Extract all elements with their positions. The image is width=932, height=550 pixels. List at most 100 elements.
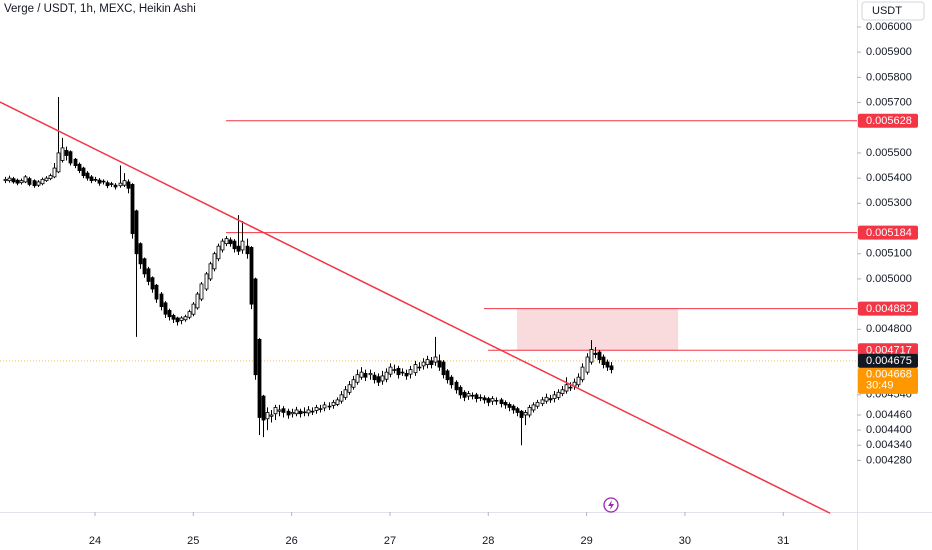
candle-body [220, 240, 225, 251]
unit-button-label[interactable]: USDT [872, 5, 902, 17]
candle-body [228, 239, 233, 245]
candle-body [351, 379, 356, 388]
candle-body [171, 315, 176, 320]
candle-body [27, 178, 32, 185]
y-tick-label: 0.005100 [866, 248, 912, 260]
last-price-label: 0.004675 [866, 355, 912, 367]
candle-body [466, 393, 471, 397]
candle-body [290, 412, 295, 415]
countdown-label: 30:49 [866, 380, 894, 392]
y-tick-label: 0.004400 [866, 424, 912, 436]
candle-body [261, 395, 266, 421]
candle-body [568, 386, 573, 389]
candle-body [388, 366, 393, 375]
candle-body [44, 177, 49, 182]
candle-body [548, 398, 553, 401]
candle-body [3, 179, 8, 182]
candle-body [515, 408, 520, 413]
level-label: 0.005184 [866, 227, 912, 239]
candle-body [335, 399, 340, 405]
candle-body [327, 405, 332, 408]
candle-body [281, 408, 286, 413]
candle-body [486, 398, 491, 403]
candle-body [183, 316, 188, 321]
candle-body [159, 293, 164, 308]
candle-body [507, 404, 512, 408]
x-tick-label: 28 [482, 535, 494, 547]
candle-body [318, 408, 323, 410]
candle-body [540, 399, 545, 405]
candle-body [425, 359, 430, 365]
candle-body [417, 366, 422, 369]
y-tick-label: 0.004280 [866, 454, 912, 466]
candle-body [154, 284, 159, 300]
candle-body [122, 180, 127, 186]
candle-body [449, 376, 454, 386]
candle-body [404, 373, 409, 377]
candle-body [142, 258, 147, 275]
candle-body [310, 410, 315, 413]
candle-body [126, 181, 131, 189]
candle-body [343, 389, 348, 398]
candle-body [499, 399, 504, 405]
candle-body [109, 183, 114, 185]
candle-body [191, 303, 196, 315]
candle-body [32, 180, 37, 187]
candle-body [85, 172, 90, 179]
candle-body [216, 245, 221, 260]
candle-body [97, 179, 102, 184]
candle-body [355, 374, 360, 383]
last-price-label-box [858, 353, 918, 368]
level-label-box [858, 301, 918, 316]
chart-title: Verge / USDT, 1h, MEXC, Heikin Ashi [4, 3, 196, 15]
candle-body [306, 409, 311, 414]
candle-body [7, 177, 12, 182]
candle-body [294, 409, 299, 415]
candle-body [376, 376, 381, 383]
candle-body [589, 349, 594, 363]
candle-body [531, 404, 536, 411]
candle-body [150, 277, 155, 290]
candle-body [179, 317, 184, 321]
candle-body [265, 412, 270, 420]
candle-body [60, 147, 65, 161]
candle-body [433, 356, 438, 363]
candle-body [56, 152, 61, 173]
candle-body [249, 247, 254, 305]
y-tick-label: 0.004460 [866, 409, 912, 421]
candle-body [482, 397, 487, 401]
trendline [0, 101, 831, 514]
y-tick-label: 0.005500 [866, 147, 912, 159]
candle-body [523, 412, 528, 416]
candle-body [580, 366, 585, 381]
candle-body [277, 409, 282, 412]
candle-body [68, 151, 73, 164]
level-label: 0.004882 [866, 303, 912, 315]
candle-body [380, 375, 385, 382]
unit-button[interactable] [861, 1, 925, 21]
quote-box [858, 367, 918, 394]
candle-body [605, 361, 610, 368]
candle-body [564, 384, 569, 392]
level-label: 0.004717 [866, 345, 912, 357]
candle-body [113, 184, 118, 188]
candle-body [331, 401, 336, 406]
candle-body [257, 339, 262, 418]
candle-body [224, 238, 229, 245]
quote-price-label: 0.004668 [866, 369, 912, 381]
candle-body [585, 356, 590, 373]
level-label: 0.005628 [866, 115, 912, 127]
candle-body [560, 389, 565, 394]
y-tick-label: 0.004340 [866, 439, 912, 451]
x-tick-label: 27 [384, 535, 396, 547]
candle-body [322, 404, 327, 409]
candle-body [413, 364, 418, 374]
candle-body [36, 181, 41, 186]
candle-body [400, 371, 405, 374]
candle-body [347, 384, 352, 393]
candle-body [556, 391, 561, 398]
candle-body [314, 407, 319, 411]
